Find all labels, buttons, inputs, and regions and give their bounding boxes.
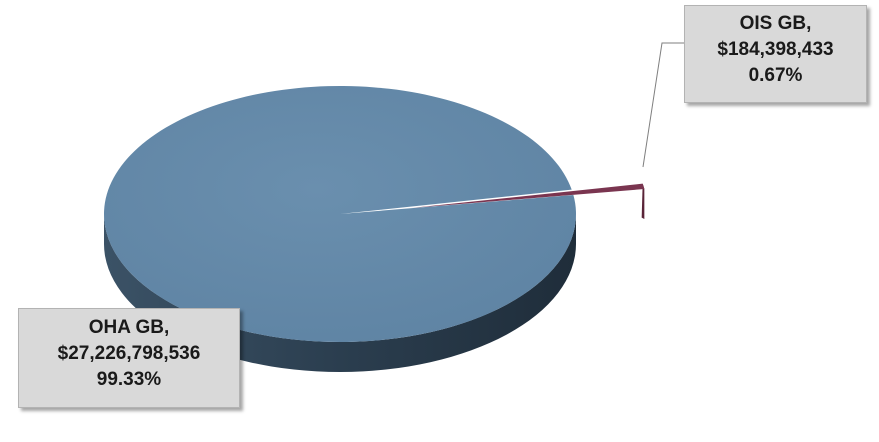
ois-label-name: OIS GB, [739,13,812,34]
ois-label-percent: 0.67% [748,65,803,86]
data-label-ois-gb: OIS GB, $184,398,433 0.67% [684,5,867,103]
slice-ois-top [410,183,645,208]
slice-ois-side [641,183,645,220]
slice-ois-gb [410,183,645,220]
oha-label-percent: 99.33% [96,369,162,390]
slice-oha-top [103,85,577,342]
ois-label-value: $184,398,433 [717,39,834,60]
oha-label-name: OHA GB, [88,317,170,338]
data-label-oha-gb: OHA GB, $27,226,798,536 99.33% [18,308,240,408]
ois-leader-line [642,42,684,168]
oha-label-value: $27,226,798,536 [57,343,201,364]
